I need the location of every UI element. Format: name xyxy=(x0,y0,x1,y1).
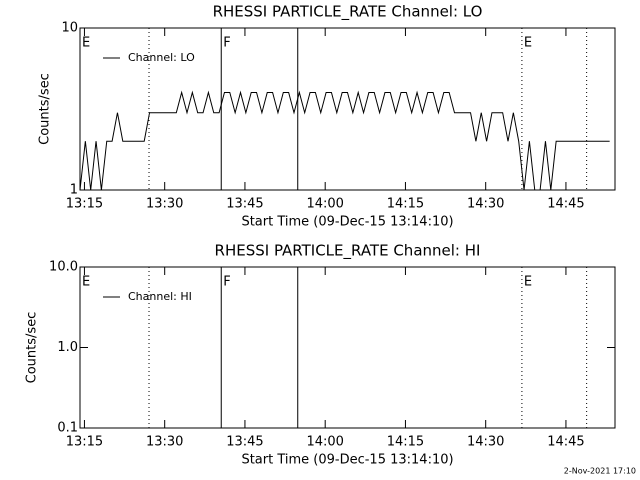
footer: 2-Nov-2021 17:10 xyxy=(564,467,636,476)
x-tick-label: 14:30 xyxy=(467,197,504,212)
legend-label: Channel: LO xyxy=(128,51,195,64)
y-tick-label: 1.0 xyxy=(57,340,78,355)
x-tick-label: 14:45 xyxy=(547,435,584,450)
x-tick-label: 14:30 xyxy=(467,435,504,450)
data-line xyxy=(79,90,610,191)
x-axis-label: Start Time (09-Dec-15 13:14:10) xyxy=(241,453,453,468)
y-tick-label: 0.1 xyxy=(57,421,78,436)
chart-title: RHESSI PARTICLE_RATE Channel: LO xyxy=(213,3,483,22)
x-tick-label: 13:30 xyxy=(146,435,183,450)
event-label: E xyxy=(524,36,532,51)
y-tick-label: 1 xyxy=(70,183,78,198)
plot-frame xyxy=(79,27,616,191)
chart-title: RHESSI PARTICLE_RATE Channel: HI xyxy=(215,242,481,261)
event-label: E xyxy=(82,36,90,51)
y-axis-label: Counts/sec xyxy=(38,73,53,145)
x-tick-label: 13:15 xyxy=(66,197,103,212)
x-tick-label: 13:15 xyxy=(66,435,103,450)
x-axis-label: Start Time (09-Dec-15 13:14:10) xyxy=(241,215,453,230)
x-tick-label: 14:00 xyxy=(306,435,343,450)
event-label: E xyxy=(524,275,532,290)
x-tick-label: 13:45 xyxy=(226,197,263,212)
y-tick-label: 10.0 xyxy=(49,260,78,275)
event-label: F xyxy=(223,275,230,290)
x-tick-label: 14:15 xyxy=(387,197,424,212)
y-tick-label: 10 xyxy=(61,21,78,36)
event-label: F xyxy=(223,36,230,51)
y-axis-label: Counts/sec xyxy=(25,312,40,384)
legend-label: Channel: HI xyxy=(128,290,192,303)
x-tick-label: 13:30 xyxy=(146,197,183,212)
x-tick-label: 14:15 xyxy=(387,435,424,450)
x-tick-label: 14:00 xyxy=(306,197,343,212)
x-tick-label: 14:45 xyxy=(547,197,584,212)
x-tick-label: 13:45 xyxy=(226,435,263,450)
event-label: E xyxy=(82,275,90,290)
